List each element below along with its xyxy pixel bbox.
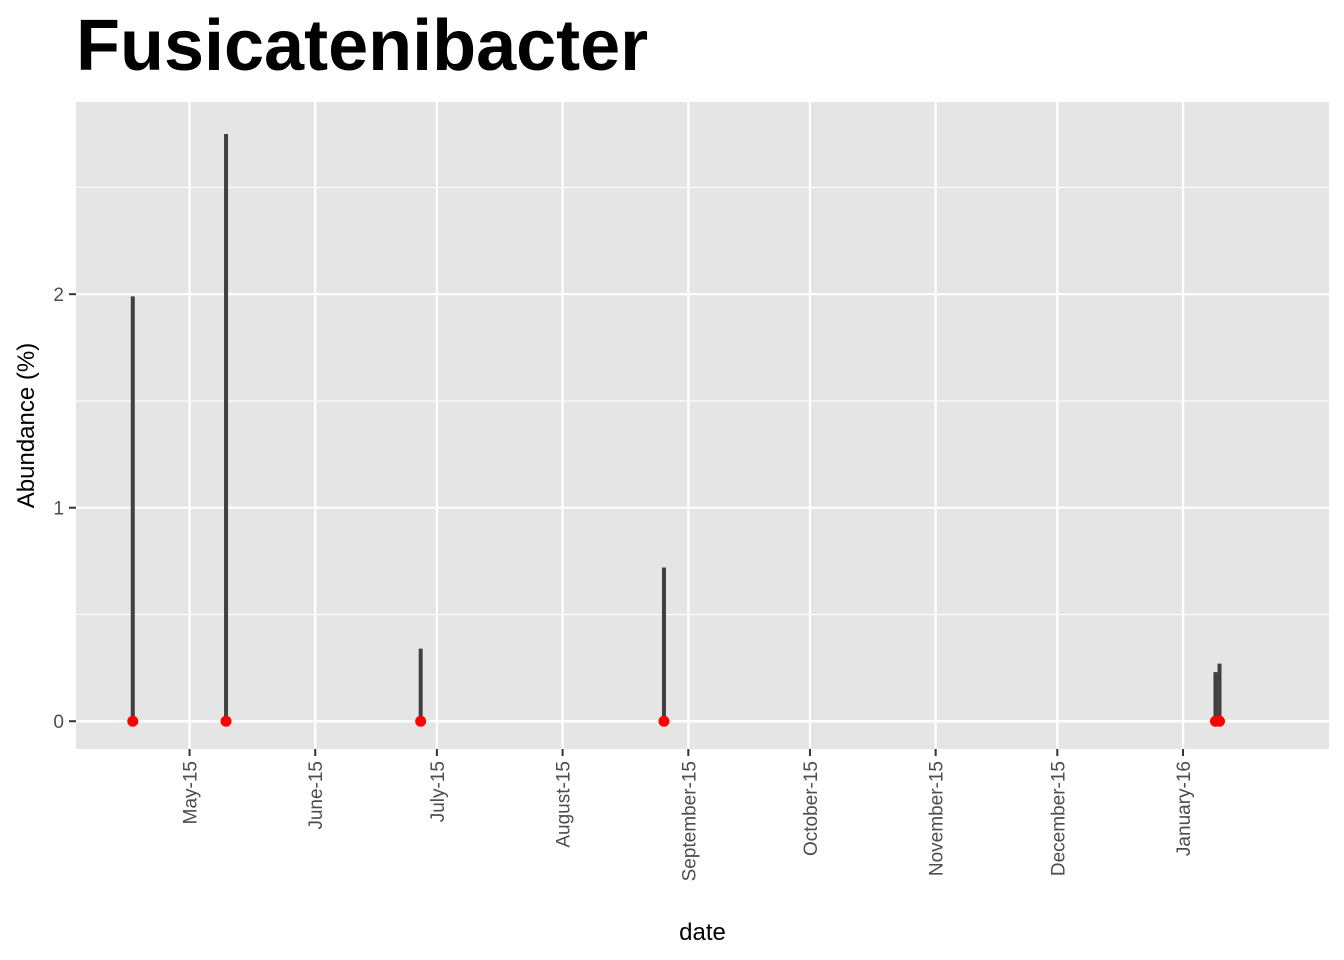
x-tick-label: September-15 (679, 761, 700, 881)
data-marks (127, 134, 1226, 727)
grid-lines (76, 102, 1329, 749)
data-point (658, 715, 670, 727)
chart-title: Fusicatenibacter (76, 6, 649, 86)
data-point (415, 715, 427, 727)
x-tick-label: May-15 (181, 761, 202, 824)
x-tick-label: October-15 (801, 761, 822, 856)
axes: 0 1 2 May-15 June-15 July-15 August-15 Septembe… (53, 285, 1195, 881)
x-tick-label: December-15 (1048, 761, 1069, 876)
data-point (1214, 715, 1226, 727)
y-tick-label: 1 (53, 499, 64, 520)
data-point (220, 715, 232, 727)
y-tick-label: 0 (53, 712, 64, 733)
x-tick-label: July-15 (428, 761, 449, 822)
x-tick-label: November-15 (927, 761, 948, 876)
y-axis-title: Abundance (%) (13, 343, 40, 508)
x-axis-title: date (679, 919, 726, 946)
plot-panel (76, 102, 1329, 749)
x-tick-label: June-15 (306, 761, 327, 830)
data-point (127, 715, 139, 727)
y-tick-label: 2 (53, 285, 64, 306)
x-tick-label: January-16 (1174, 761, 1195, 856)
x-tick-label: August-15 (554, 761, 575, 848)
